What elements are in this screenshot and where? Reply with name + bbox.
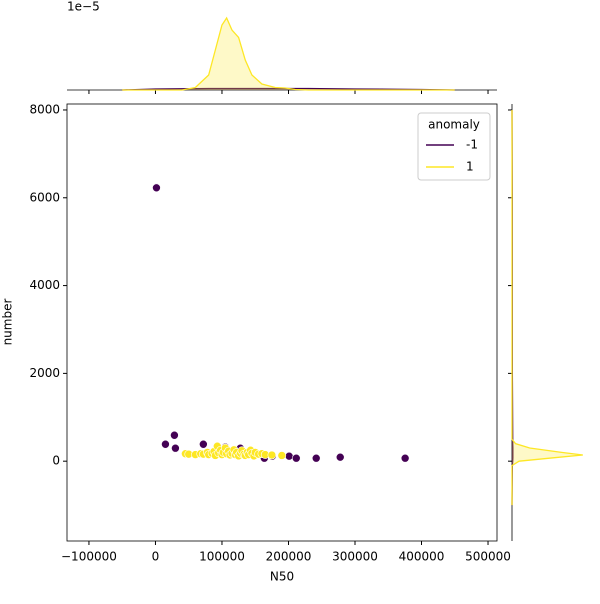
point xyxy=(335,452,345,462)
point xyxy=(199,439,208,449)
x-tick-label: −100000 xyxy=(61,550,117,564)
offset-label: 1e−5 xyxy=(67,0,100,14)
y-tick-label: 4000 xyxy=(29,278,60,292)
y-axis-label: number xyxy=(1,299,15,346)
x-tick-label: 500000 xyxy=(465,550,511,564)
point xyxy=(277,451,287,460)
y-tick-label: 8000 xyxy=(29,102,60,116)
x-tick-label: 400000 xyxy=(399,550,445,564)
point xyxy=(267,450,277,460)
x-tick-label: 100000 xyxy=(199,550,245,564)
legend-title: anomaly xyxy=(428,118,480,132)
legend-label: -1 xyxy=(466,138,478,152)
point xyxy=(170,430,179,440)
kde-top xyxy=(122,87,455,91)
point xyxy=(311,453,321,463)
legend-label: 1 xyxy=(466,160,474,174)
point xyxy=(400,453,410,463)
x-tick-label: 300000 xyxy=(332,550,378,564)
x-tick-label: 0 xyxy=(152,550,160,564)
y-tick-label: 2000 xyxy=(29,366,60,380)
point xyxy=(291,453,301,463)
point xyxy=(171,443,180,453)
x-tick-label: 200000 xyxy=(266,550,312,564)
kde-top xyxy=(122,16,455,91)
kde-right xyxy=(511,109,583,506)
legend-box xyxy=(417,112,491,181)
point xyxy=(152,183,161,193)
point xyxy=(284,451,294,461)
kde-top-area xyxy=(122,18,455,90)
y-tick-label: 0 xyxy=(52,454,60,468)
y-tick-label: 6000 xyxy=(29,190,60,204)
x-axis-label: N50 xyxy=(270,570,294,584)
point xyxy=(161,439,170,449)
plot-frame xyxy=(66,103,498,542)
